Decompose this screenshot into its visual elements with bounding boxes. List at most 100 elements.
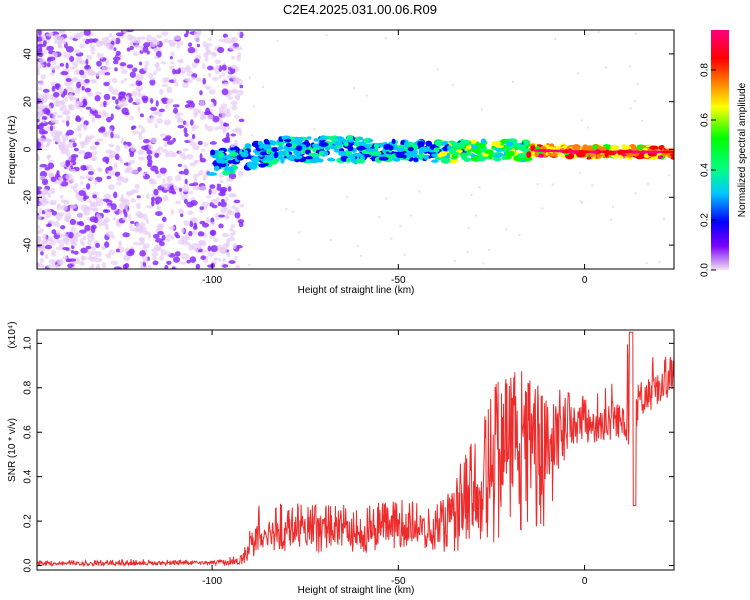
spectrogram-noise-mark [173,107,179,114]
spectrogram-signal-mark [271,147,278,152]
spectrogram-noise-mark [65,86,74,91]
spectrogram-noise-mark [87,248,91,254]
spectrogram-noise-mark [232,76,237,82]
spectrogram-noise-mark [135,222,141,228]
spectrogram-noise-mark [230,224,236,229]
spectrogram-noise-mark [50,72,55,76]
spectrogram-noise-mark [166,175,171,183]
spectrogram-noise-mark [44,254,49,259]
spectrogram-signal-mark [224,165,230,172]
spectrogram-signal-mark [346,157,351,163]
spectrogram-noise-mark [189,256,197,263]
snr-ytick-label: 0.2 [23,514,34,528]
spectrogram-noise-mark [229,45,236,51]
spectrogram-noise-mark [226,251,231,258]
spectrogram-noise-mark [41,34,47,41]
spectrogram-noise-mark [192,125,199,129]
spectrogram-noise-mark [69,161,73,165]
spectrogram-noise-mark [122,177,129,184]
spectrogram-noise-mark [136,202,141,210]
spectrogram-noise-mark [58,86,64,93]
spectrogram-signal-mark [433,147,440,153]
spectrogram-noise-mark [106,205,111,209]
spectrogram-noise-mark [37,262,40,269]
spectrogram-noise-mark [186,100,194,104]
spectrogram-noise-mark [604,66,608,69]
spectrogram-noise-mark [118,202,125,210]
spectrogram-noise-mark [125,30,134,33]
spectrogram-noise-mark [248,76,251,79]
spectrogram-noise-mark [115,144,121,152]
spectrogram-noise-mark [71,62,78,66]
spectrogram-noise-mark [597,30,600,34]
spectrogram-noise-mark [186,259,191,264]
spectrogram-noise-mark [97,168,103,173]
spectrogram-noise-mark [640,119,644,122]
spectrogram-noise-mark [122,264,128,269]
spectrogram-noise-mark [291,210,295,213]
spectrogram-noise-mark [76,100,84,107]
spectrogram-noise-mark [37,97,42,104]
spectrogram-noise-mark [52,111,58,116]
spectrogram-noise-mark [50,176,57,182]
spectrogram-signal-mark [319,135,328,142]
spectrogram-ytick-label: -40 [23,237,34,252]
spectrogram-noise-mark [64,97,68,103]
spectrogram-noise-mark [123,144,129,150]
spectrogram-signal-mark [280,158,285,164]
spectrogram-noise-mark [193,58,200,64]
spectrogram-noise-mark [237,31,241,37]
spectrogram-noise-mark [153,233,160,239]
spectrogram-noise-mark [155,67,161,72]
spectrogram-noise-mark [576,72,580,75]
spectrogram-noise-mark [169,56,173,60]
spectrogram-noise-mark [170,236,175,240]
spectrogram-noise-mark [75,128,82,132]
spectrogram-noise-mark [238,118,245,123]
spectrogram-noise-mark [38,57,46,64]
spectrogram-noise-mark [182,148,189,152]
spectrogram-noise-mark [541,207,544,210]
spectrogram-noise-mark [87,38,95,43]
spectrogram-noise-mark [176,117,184,123]
spectrogram-signal-mark [460,153,467,161]
spectrogram-noise-mark [178,170,185,175]
spectrogram-noise-mark [199,116,207,120]
spectrogram-noise-mark [130,189,136,195]
spectrogram-noise-mark [60,225,66,230]
spectrogram-noise-mark [113,266,122,269]
spectrogram-noise-mark [183,168,189,176]
spectrogram-noise-mark [238,221,244,228]
spectrogram-noise-mark [134,183,140,190]
spectrogram-noise-mark [453,259,456,263]
spectrogram-noise-mark [208,89,216,95]
spectrogram-noise-mark [165,238,171,242]
spectrogram-signal-mark [327,157,335,162]
spectrogram-signal-mark [469,145,479,149]
spectrogram-signal-mark [513,142,520,148]
spectrogram-noise-mark [190,217,197,222]
spectrogram-noise-mark [211,51,217,58]
spectrogram-noise-mark [108,128,113,134]
spectrogram-noise-mark [115,248,121,253]
spectrogram-noise-mark [167,181,174,186]
spectrogram-noise-mark [114,171,121,176]
spectrogram-noise-mark [37,140,41,148]
spectrogram-noise-mark [195,263,201,269]
spectrogram-noise-mark [84,65,90,70]
spectrogram-noise-mark [104,72,111,76]
spectrogram-noise-mark [633,99,637,103]
spectrogram-noise-mark [160,183,167,188]
spectrogram-noise-mark [384,37,388,40]
spectrogram-noise-mark [102,198,110,202]
spectrogram-noise-mark [184,178,188,185]
spectrogram-noise-mark [113,191,118,199]
spectrogram-noise-mark [79,229,87,234]
spectrogram-noise-mark [137,88,141,95]
spectrogram-noise-mark [168,225,176,230]
spectrogram-noise-mark [418,190,421,193]
spectrogram-noise-mark [193,222,198,229]
spectrogram-noise-mark [237,219,245,224]
spectrogram-noise-mark [152,111,159,116]
spectrogram-noise-mark [103,112,109,117]
